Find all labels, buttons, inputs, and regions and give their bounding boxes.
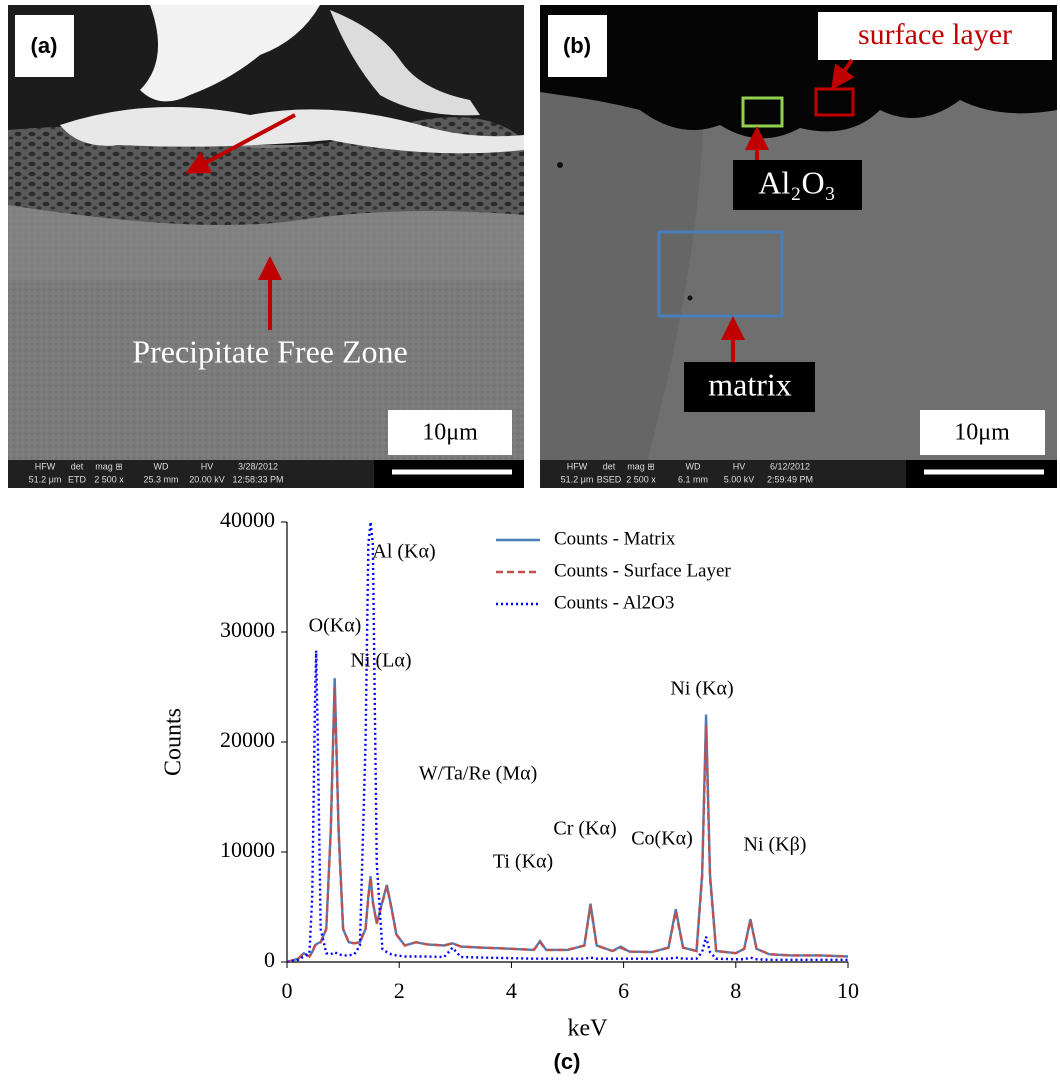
y-tick-label: 40000 (220, 507, 275, 532)
x-tick-label: 6 (618, 978, 629, 1003)
panel-label: (a) (31, 33, 58, 58)
x-tick-label: 0 (282, 978, 293, 1003)
sem-spot (688, 296, 693, 301)
scale-label: 10μm (422, 420, 478, 446)
x-axis-label: keV (568, 1016, 609, 1042)
info-header: 6/12/2012 (770, 461, 810, 471)
x-tick-label: 8 (730, 978, 741, 1003)
y-axis-label: Counts (161, 708, 187, 776)
info-value: ETD (68, 474, 87, 484)
info-value: 2 500 x (626, 474, 656, 484)
info-value: BSED (597, 474, 622, 484)
info-value: 25.3 mm (143, 474, 178, 484)
info-header: WD (686, 461, 701, 471)
annotation: Al₂O₃ (758, 164, 835, 200)
scale-label: 10μm (954, 420, 1010, 446)
info-header: det (71, 461, 84, 471)
info-value: 2 500 x (94, 474, 124, 484)
annotation: Precipitate Free Zone (132, 333, 407, 369)
peak-annotation: Cr (Kα) (553, 818, 616, 840)
panel-label: (b) (563, 33, 591, 58)
chart: 0 10000 20000 30000 40000 0 2 4 6 8 10 keV Counts Cou… (161, 507, 860, 1041)
info-value: 51.2 μm (29, 474, 62, 484)
peak-annotation: Ti (Kα) (493, 851, 553, 873)
y-tick-label: 10000 (220, 837, 275, 862)
y-tick-label: 0 (264, 947, 275, 972)
x-tick-label: 10 (837, 978, 859, 1003)
legend-label: Counts - Al2O3 (554, 592, 674, 613)
y-tick-label: 20000 (220, 727, 275, 752)
info-header: HV (733, 461, 746, 471)
info-value: 20.00 kV (189, 474, 225, 484)
info-header: HV (201, 461, 214, 471)
annotation: matrix (708, 366, 792, 402)
info-value: 2:59:49 PM (767, 474, 813, 484)
info-value: 12:58:33 PM (232, 474, 283, 484)
sem-spot (557, 162, 563, 168)
info-header: mag ⊞ (627, 461, 655, 471)
info-header: HFW (567, 461, 588, 471)
panel-b: (b) surface layer Al₂O₃ matrix 10μm (540, 5, 1057, 488)
peak-annotation: Co(Kα) (631, 828, 693, 850)
panel-a: (a) Precipitate Free Zone 10μm (8, 5, 524, 488)
info-value: 51.2 μm (561, 474, 594, 484)
info-header: 3/28/2012 (238, 461, 278, 471)
peak-annotation: W/Ta/Re (Mα) (419, 763, 538, 785)
peak-annotation: O(Kα) (309, 615, 362, 637)
x-tick-label: 2 (394, 978, 405, 1003)
peak-annotation: Ni (Kα) (670, 678, 733, 700)
annotation: surface layer (858, 18, 1012, 51)
info-header: det (603, 461, 616, 471)
y-tick-label: 30000 (220, 617, 275, 642)
legend-label: Counts - Matrix (554, 528, 676, 549)
peak-annotation: Ni (Kβ) (744, 834, 807, 856)
figure: (a) Precipitate Free Zone 10μm (b) surfa… (0, 0, 1060, 1080)
info-header: WD (154, 461, 169, 471)
info-value: 5.00 kV (724, 474, 755, 484)
x-tick-label: 4 (506, 978, 517, 1003)
info-value: 6.1 mm (678, 474, 708, 484)
info-header: mag ⊞ (95, 461, 123, 471)
caption: (c) (554, 1049, 581, 1074)
page: { "panels": [ { "label": "(a)", "annotat… (0, 0, 1060, 1080)
peak-annotation: Ni (Lα) (350, 650, 411, 672)
legend-label: Counts - Surface Layer (554, 560, 731, 581)
info-header: HFW (35, 461, 56, 471)
peak-annotation: Al (Kα) (372, 541, 435, 563)
